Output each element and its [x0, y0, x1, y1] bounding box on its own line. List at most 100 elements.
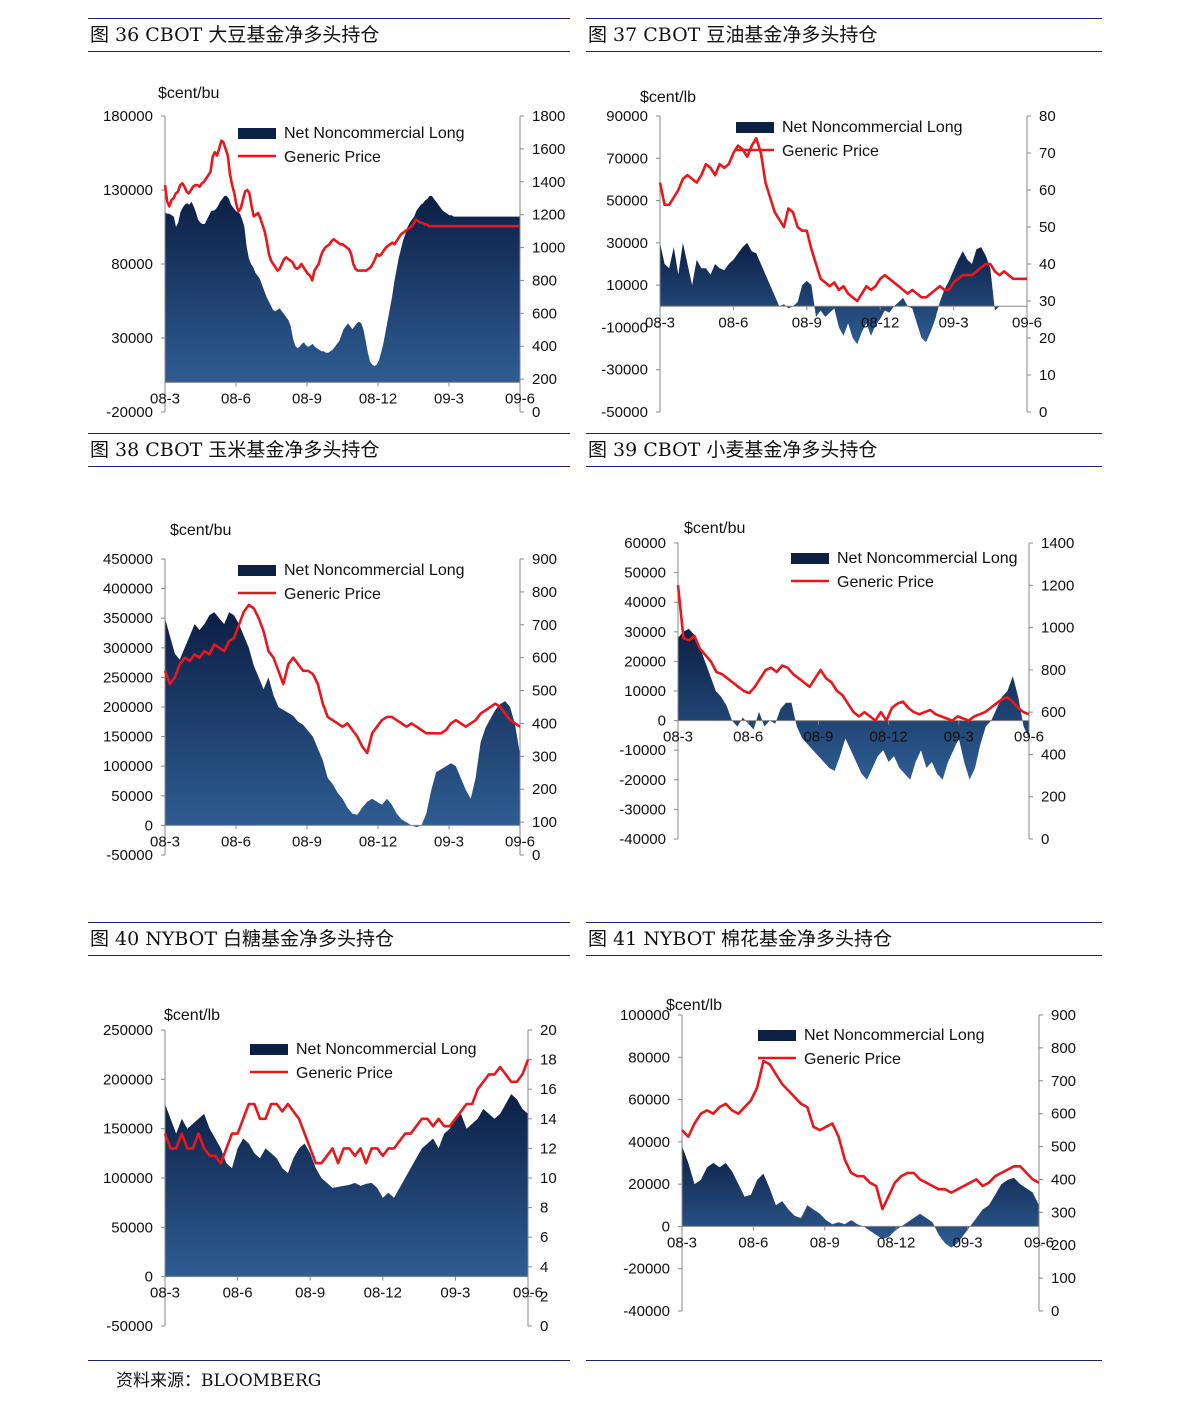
left-tick-label: 90000 [606, 108, 648, 125]
bottom-rule-right [586, 1360, 1102, 1361]
right-tick-label: 1000 [1041, 620, 1074, 637]
chart-panel-41: 图 41 NYBOT 棉花基金净多头持仓 -40000 -20000 0 20000 4… [586, 922, 1102, 1360]
price-line-series [681, 1059, 1040, 1211]
x-tick-label: 08-12 [359, 833, 397, 850]
right-tick-label: 400 [532, 338, 557, 355]
left-tick-label: 250000 [103, 669, 153, 686]
net-area-series [678, 628, 1029, 780]
net-area-series [165, 612, 520, 828]
x-tick-label: 09-6 [505, 390, 535, 407]
legend-label-net: Net Noncommercial Long [804, 1027, 985, 1044]
price-line-series [658, 136, 1027, 303]
right-tick-label: 0 [532, 404, 540, 421]
legend-label-net: Net Noncommercial Long [837, 550, 1018, 567]
right-tick-label: 1200 [1041, 577, 1074, 594]
right-tick-label: 400 [532, 715, 557, 732]
x-tick-label: 08-9 [295, 1285, 325, 1302]
left-tick-label: -10000 [619, 742, 666, 759]
right-tick-label: 8 [540, 1200, 548, 1217]
net-area-series [165, 1094, 528, 1277]
left-tick-label: 60000 [624, 535, 666, 552]
legend-swatch-net [791, 553, 829, 564]
price-line-series [676, 585, 1030, 722]
chart-svg: -500000500001000001500002000002500003000… [103, 522, 557, 864]
x-tick-label: 08-9 [810, 1234, 840, 1251]
right-tick-label: 200 [532, 371, 557, 388]
left-tick-label: 100000 [103, 758, 153, 775]
right-tick-label: 900 [532, 551, 557, 568]
right-tick-label: 600 [532, 650, 557, 667]
unit-label: $cent/bu [158, 85, 219, 102]
x-tick-label: 09-6 [505, 833, 535, 850]
right-tick-label: 0 [1041, 831, 1049, 848]
chart-title: 图 37 CBOT 豆油基金净多头持仓 [586, 18, 1102, 52]
left-tick-label: 100000 [620, 1007, 670, 1024]
left-tick-label: -50000 [106, 847, 153, 864]
right-tick-label: 10 [1039, 367, 1056, 384]
left-tick-label: 20000 [628, 1176, 670, 1193]
x-tick-label: 08-12 [364, 1285, 402, 1302]
left-tick-label: 10000 [606, 277, 648, 294]
right-tick-label: 800 [532, 272, 557, 289]
chart-title: 图 39 CBOT 小麦基金净多头持仓 [586, 433, 1102, 467]
x-tick-label: 08-3 [645, 314, 675, 331]
right-tick-label: 800 [1051, 1040, 1076, 1057]
right-tick-label: 500 [1051, 1139, 1076, 1156]
chart-svg: -50000 0 50000 100000 150000 200000 250000 0 2 4 6… [103, 1007, 557, 1335]
x-tick-label: 09-3 [953, 1234, 983, 1251]
right-tick-label: 700 [1051, 1073, 1076, 1090]
right-tick-label: 1400 [532, 174, 565, 191]
legend-swatch-net [758, 1030, 796, 1041]
right-tick-label: 30 [1039, 293, 1056, 310]
right-tick-label: 0 [1039, 404, 1047, 421]
price-line-series [163, 603, 521, 755]
right-tick-label: 6 [540, 1229, 548, 1246]
right-tick-label: 40 [1039, 256, 1056, 273]
right-tick-label: 800 [532, 584, 557, 601]
x-tick-label: 08-6 [221, 833, 251, 850]
right-tick-label: 16 [540, 1081, 557, 1098]
left-tick-label: 50000 [606, 193, 648, 210]
x-tick-label: 08-3 [150, 390, 180, 407]
left-tick-label: -20000 [619, 772, 666, 789]
x-tick-label: 08-9 [803, 729, 833, 746]
right-tick-label: 500 [532, 683, 557, 700]
right-tick-label: 1600 [532, 141, 565, 158]
x-tick-label: 08-6 [738, 1234, 768, 1251]
left-tick-label: -10000 [601, 319, 648, 336]
left-tick-label: -30000 [601, 362, 648, 379]
chart-panel-38: 图 38 CBOT 玉米基金净多头持仓 -50000 0 50000 100000 15… [88, 433, 570, 891]
x-tick-label: 08-9 [792, 314, 822, 331]
x-tick-label: 09-6 [1024, 1234, 1054, 1251]
x-tick-label: 08-9 [292, 390, 322, 407]
x-tick-label: 08-3 [663, 729, 693, 746]
right-tick-label: 0 [540, 1318, 548, 1335]
x-tick-label: 09-3 [939, 314, 969, 331]
chart-panel-37: 图 37 CBOT 豆油基金净多头持仓 -50000 -30000 -10000 10… [586, 18, 1102, 428]
right-tick-label: 300 [1051, 1204, 1076, 1221]
right-tick-label: 12 [540, 1140, 557, 1157]
chart-title: 图 40 NYBOT 白糖基金净多头持仓 [88, 922, 570, 956]
right-tick-label: 900 [1051, 1007, 1076, 1024]
legend-swatch-net [238, 565, 276, 576]
left-tick-label: 20000 [624, 653, 666, 670]
unit-label: $cent/lb [164, 1007, 220, 1024]
left-tick-label: -30000 [619, 801, 666, 818]
left-tick-label: 30000 [606, 235, 648, 252]
legend-label-price: Generic Price [837, 574, 934, 591]
left-tick-label: -20000 [623, 1261, 670, 1278]
left-tick-label: 40000 [628, 1134, 670, 1151]
chart-svg: -20000 30000 80000 130000 180000 0 200 400 600 80… [103, 85, 565, 421]
left-tick-label: -20000 [106, 404, 153, 421]
right-tick-label: 20 [540, 1022, 557, 1039]
legend-label-price: Generic Price [284, 586, 381, 603]
price-line-series [163, 139, 520, 282]
x-tick-label: 08-12 [877, 1234, 915, 1251]
left-tick-label: 350000 [103, 610, 153, 627]
x-tick-label: 08-6 [733, 729, 763, 746]
left-tick-label: 150000 [103, 1121, 153, 1138]
left-tick-label: -40000 [623, 1303, 670, 1320]
left-tick-label: 10000 [624, 683, 666, 700]
right-tick-label: 100 [1051, 1270, 1076, 1287]
right-tick-label: 600 [532, 305, 557, 322]
